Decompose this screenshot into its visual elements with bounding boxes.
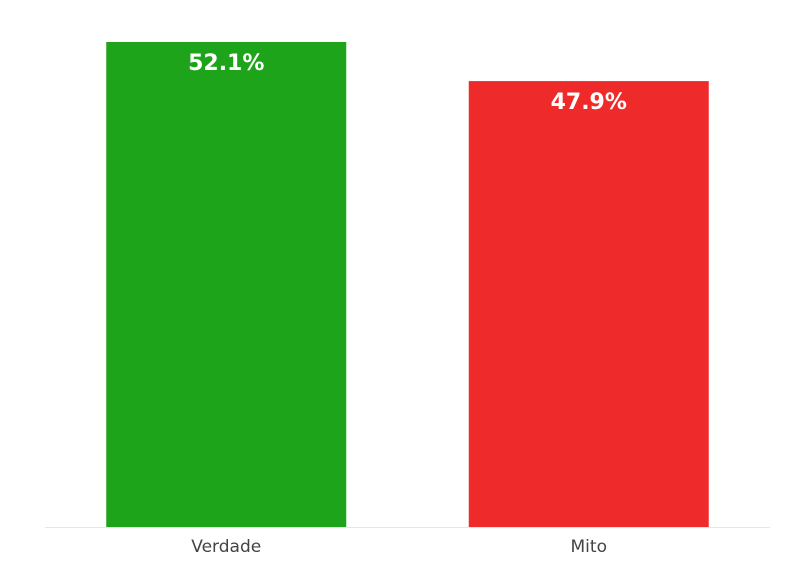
bar (106, 42, 347, 527)
x-tick-label: Verdade (191, 537, 261, 557)
value-label: 52.1% (188, 51, 264, 76)
bar (468, 81, 709, 527)
x-tick-label: Mito (571, 537, 607, 557)
value-label: 47.9% (551, 90, 627, 115)
